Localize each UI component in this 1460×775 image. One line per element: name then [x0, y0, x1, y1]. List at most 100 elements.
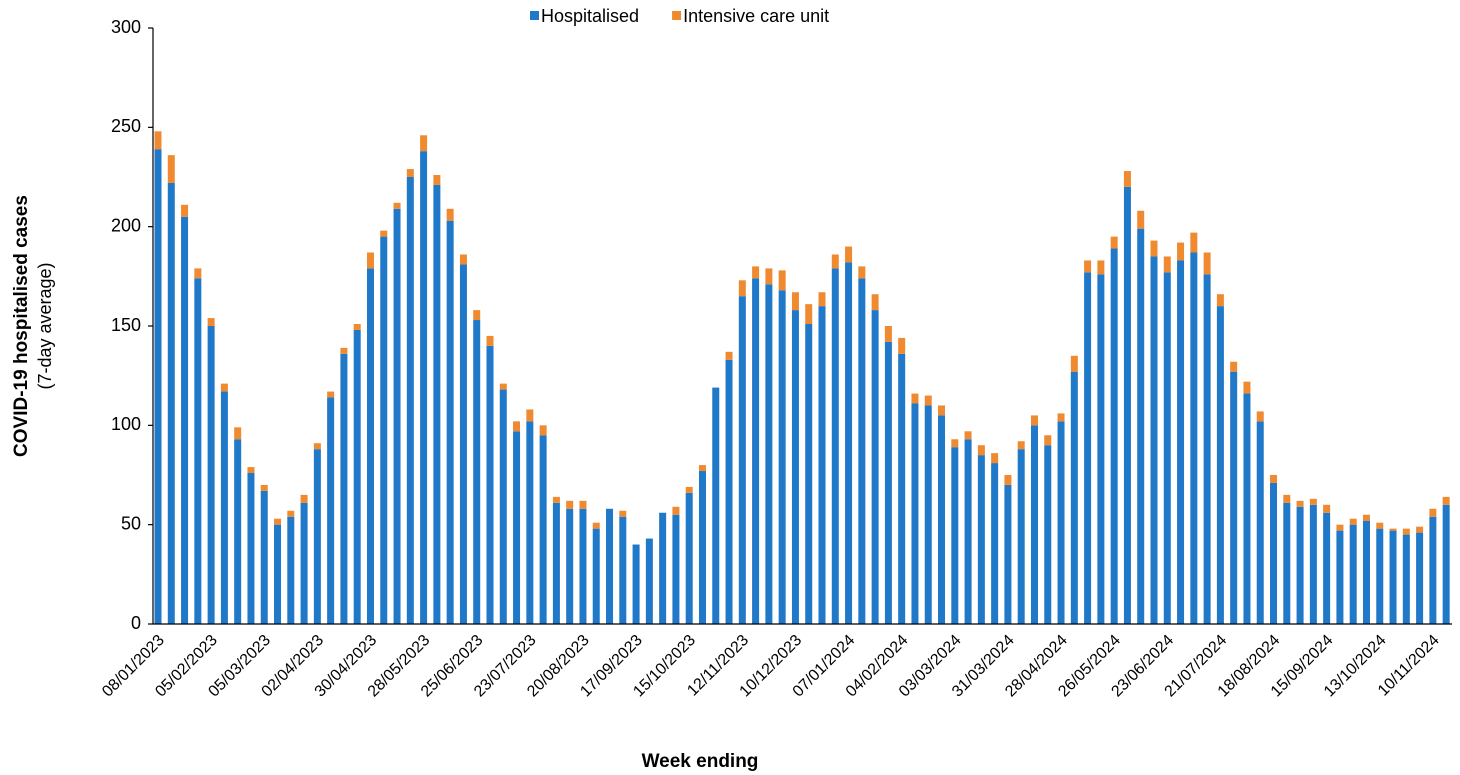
bar-segment — [220, 391, 228, 624]
bar-segment — [1177, 242, 1185, 261]
bar-segment — [1256, 421, 1264, 624]
bar-segment — [247, 467, 255, 474]
bar-segment — [406, 177, 414, 624]
bar-segment — [459, 254, 467, 265]
bar-segment — [1150, 240, 1158, 257]
bar-segment — [1203, 252, 1211, 275]
bar-segment — [778, 290, 786, 624]
bar-segment — [884, 341, 892, 624]
y-axis-subtitle: (7-day average) — [35, 262, 55, 389]
legend-swatch — [672, 11, 682, 20]
bar-segment — [592, 522, 600, 529]
bar-segment — [1296, 500, 1304, 507]
bar-segment — [619, 516, 627, 624]
bar-segment — [1030, 425, 1038, 624]
bar-segment — [1336, 530, 1344, 624]
bar-segment — [167, 182, 175, 624]
bar-segment — [1190, 232, 1198, 253]
bar-segment — [1323, 504, 1331, 513]
bar-segment — [353, 324, 361, 330]
bar-segment — [1110, 248, 1118, 624]
bar-segment — [632, 544, 640, 624]
bar-segment — [752, 266, 760, 279]
legend-swatch — [530, 11, 539, 20]
bar-segment — [738, 296, 746, 624]
bar-segment — [499, 383, 507, 390]
bar-segment — [898, 337, 906, 354]
bar-segment — [924, 405, 932, 624]
y-tick-label: 300 — [111, 17, 141, 37]
bar-segment — [499, 389, 507, 624]
bar-segment — [672, 506, 680, 515]
bar-segment — [340, 347, 348, 354]
bar-segment — [1283, 502, 1291, 624]
bar-segment — [698, 471, 706, 624]
bar-segment — [526, 409, 534, 422]
bar-segment — [805, 304, 813, 325]
bar-segment — [778, 270, 786, 291]
bar-segment — [1177, 260, 1185, 624]
bar-segment — [1044, 435, 1052, 446]
bar-segment — [1137, 210, 1145, 229]
bar-segment — [313, 449, 321, 624]
bar-segment — [552, 502, 560, 624]
bar-segment — [1416, 532, 1424, 624]
bar-segment — [991, 453, 999, 464]
bar-segment — [645, 538, 653, 624]
bar-segment — [406, 169, 414, 177]
bar-segment — [366, 268, 374, 624]
bar-segment — [659, 512, 667, 624]
bar-segment — [353, 329, 361, 624]
bar-segment — [1070, 371, 1078, 624]
bar-segment — [260, 490, 268, 624]
bar-segment — [1017, 441, 1025, 450]
bar-segment — [685, 486, 693, 493]
bar-segment — [805, 324, 813, 624]
bar-segment — [154, 131, 162, 150]
bar-segment — [234, 427, 242, 440]
bar-segment — [818, 292, 826, 307]
bar-segment — [685, 492, 693, 624]
bar-segment — [1230, 361, 1238, 372]
bar-segment — [1057, 421, 1065, 624]
bar-segment — [938, 405, 946, 416]
bar-segment — [1230, 371, 1238, 624]
bar-segment — [1243, 381, 1251, 394]
bar-segment — [698, 465, 706, 472]
bar-segment — [380, 236, 388, 624]
bar-segment — [1163, 272, 1171, 624]
bar-segment — [592, 528, 600, 624]
bar-segment — [831, 254, 839, 269]
bar-segment — [552, 496, 560, 503]
bar-segment — [459, 264, 467, 624]
bar-segment — [1123, 171, 1131, 187]
bar-segment — [393, 208, 401, 624]
bar-segment — [924, 395, 932, 406]
bar-segment — [1070, 355, 1078, 372]
bar-segment — [1004, 484, 1012, 624]
bar-segment — [194, 278, 202, 624]
bar-segment — [1376, 522, 1384, 529]
bar-segment — [300, 502, 308, 624]
bar-segment — [845, 246, 853, 263]
bar-segment — [951, 439, 959, 448]
bar-segment — [765, 284, 773, 624]
bar-segment — [1256, 411, 1264, 422]
bar-segment — [194, 268, 202, 279]
bar-segment — [260, 484, 268, 491]
bar-segment — [1323, 512, 1331, 624]
bar-segment — [1376, 528, 1384, 624]
bar-segment — [207, 318, 215, 326]
bar-segment — [1349, 518, 1357, 525]
bar-segment — [1084, 260, 1092, 273]
bar-segment — [938, 415, 946, 624]
bar-segment — [1110, 236, 1118, 249]
bar-segment — [871, 310, 879, 624]
bar-segment — [619, 510, 627, 517]
bar-segment — [380, 230, 388, 237]
bar-segment — [1097, 274, 1105, 624]
legend-label: Hospitalised — [541, 6, 639, 26]
bar-segment — [845, 262, 853, 624]
bar-segment — [672, 514, 680, 624]
bar-segment — [738, 280, 746, 297]
